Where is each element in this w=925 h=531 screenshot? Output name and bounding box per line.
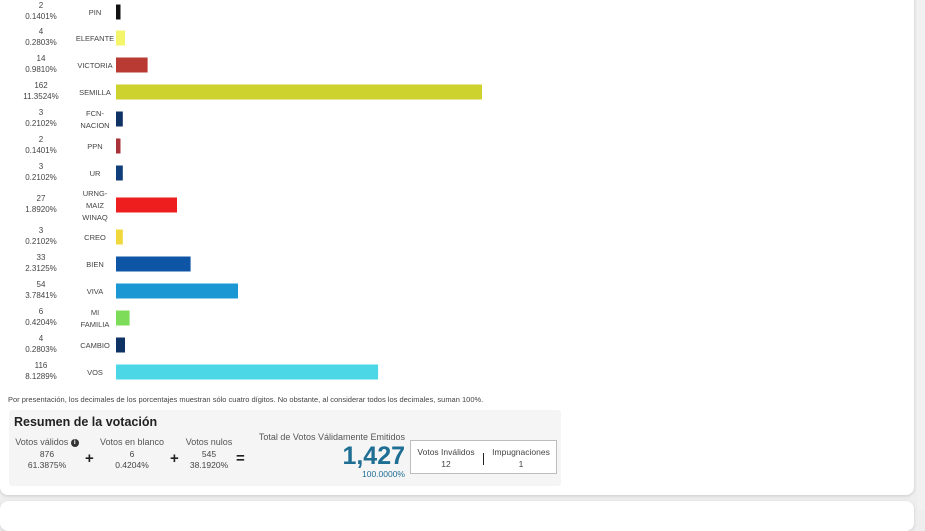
bar-percent-label: 0.2803% bbox=[25, 38, 57, 47]
valid-votes-label: Votos válidos bbox=[15, 437, 69, 447]
bar bbox=[116, 197, 177, 213]
equals-sign: = bbox=[236, 450, 245, 467]
null-votes-value: 545 bbox=[201, 448, 217, 459]
bar bbox=[116, 138, 121, 154]
bar-value-label: 33 bbox=[37, 253, 46, 262]
bar-percent-label: 0.1401% bbox=[25, 146, 57, 155]
category-label: CAMBIO bbox=[80, 341, 110, 350]
bar-percent-label: 0.1401% bbox=[25, 12, 57, 21]
valid-votes-pct: 61.3875% bbox=[27, 460, 67, 470]
bar bbox=[116, 57, 148, 73]
null-votes: Votos nulos 545 38.1920% bbox=[179, 437, 239, 472]
category-label: BIEN bbox=[86, 260, 104, 269]
bar bbox=[116, 283, 238, 299]
bar-value-label: 4 bbox=[39, 27, 44, 36]
challenges: Impugnaciones 1 bbox=[487, 446, 555, 470]
bar-percent-label: 0.4204% bbox=[25, 318, 57, 327]
null-votes-label: Votos nulos bbox=[185, 437, 233, 447]
results-bar-chart: 2 0.1401% PIN 4 0.2803% ELEFANTE 14 0.9810% VICT… bbox=[23, 1, 482, 381]
plus-sign: + bbox=[85, 450, 94, 467]
invalid-votes: Votos Inválidos 12 bbox=[411, 446, 481, 470]
bar bbox=[116, 337, 125, 353]
blank-votes-value: 6 bbox=[129, 448, 135, 459]
valid-votes-value: 876 bbox=[39, 448, 55, 459]
category-label: VICTORIA bbox=[77, 61, 112, 70]
bar-value-label: 116 bbox=[35, 361, 48, 370]
category-label: URNG- bbox=[83, 189, 108, 198]
invalid-votes-value: 12 bbox=[441, 459, 451, 469]
bar-percent-label: 0.2102% bbox=[25, 173, 57, 182]
plus-sign: + bbox=[170, 450, 179, 467]
blank-votes: Votos en blanco 6 0.4204% bbox=[97, 437, 167, 472]
summary-title: Resumen de la votación bbox=[14, 415, 158, 429]
category-label: CREO bbox=[84, 233, 106, 242]
blank-votes-pct: 0.4204% bbox=[115, 460, 149, 470]
category-label: MI bbox=[91, 308, 99, 317]
total-value: 1,427 bbox=[342, 442, 405, 470]
bar bbox=[116, 256, 191, 272]
bar-percent-label: 3.7841% bbox=[25, 291, 57, 300]
bar bbox=[116, 364, 379, 380]
bar-percent-label: 0.2803% bbox=[25, 345, 57, 354]
bar bbox=[116, 4, 121, 20]
footnote: Por presentación, los decimales de los p… bbox=[8, 395, 484, 404]
valid-votes: Votos válidos i 876 61.3875% bbox=[13, 437, 81, 472]
category-label: VOS bbox=[87, 368, 103, 377]
category-label: FCN- bbox=[86, 109, 104, 118]
bar-value-label: 3 bbox=[39, 162, 44, 171]
bar-percent-label: 0.2102% bbox=[25, 237, 57, 246]
category-label: PIN bbox=[89, 8, 102, 17]
bar bbox=[116, 165, 123, 181]
challenges-label: Impugnaciones bbox=[492, 447, 550, 457]
bar-percent-label: 0.2102% bbox=[25, 119, 57, 128]
bar-value-label: 2 bbox=[39, 1, 44, 10]
bar bbox=[116, 111, 123, 127]
category-label: UR bbox=[90, 169, 101, 178]
category-label: NACION bbox=[80, 121, 109, 130]
category-label: SEMILLA bbox=[79, 88, 111, 97]
blank-votes-label: Votos en blanco bbox=[99, 437, 165, 447]
total-label: Total de Votos Válidamente Emitidos bbox=[258, 432, 405, 442]
next-card bbox=[0, 501, 914, 531]
bar-value-label: 4 bbox=[39, 334, 44, 343]
bar bbox=[116, 310, 130, 326]
bar-value-label: 6 bbox=[39, 307, 44, 316]
bar-percent-label: 8.1289% bbox=[25, 372, 57, 381]
bar-percent-label: 1.8920% bbox=[25, 205, 57, 214]
bar-percent-label: 11.3524% bbox=[23, 92, 58, 101]
category-label: FAMILIA bbox=[81, 320, 110, 329]
bar-value-label: 2 bbox=[39, 135, 44, 144]
bar-value-label: 3 bbox=[39, 108, 44, 117]
null-votes-pct: 38.1920% bbox=[189, 460, 229, 470]
scrollbar[interactable] bbox=[917, 0, 925, 510]
bar-value-label: 54 bbox=[37, 280, 46, 289]
category-label: VIVA bbox=[87, 287, 104, 296]
bar bbox=[116, 30, 125, 46]
bar bbox=[116, 84, 482, 100]
category-label: MAIZ bbox=[86, 201, 104, 210]
bar-percent-label: 2.3125% bbox=[25, 264, 57, 273]
challenges-value: 1 bbox=[518, 459, 524, 469]
vote-summary: Resumen de la votación Votos válidos i 8… bbox=[9, 410, 561, 486]
category-label: PPN bbox=[87, 142, 102, 151]
bar-percent-label: 0.9810% bbox=[25, 65, 57, 74]
bar bbox=[116, 229, 123, 245]
bar-value-label: 162 bbox=[34, 81, 48, 90]
total-valid-emitted: Total de Votos Válidamente Emitidos 1,42… bbox=[247, 432, 405, 479]
bar-value-label: 3 bbox=[39, 226, 44, 235]
category-label: WINAQ bbox=[82, 213, 108, 222]
category-label: ELEFANTE bbox=[76, 34, 114, 43]
invalid-votes-label: Votos Inválidos bbox=[417, 447, 475, 457]
bar-value-label: 27 bbox=[37, 194, 46, 203]
total-pct: 100.0000% bbox=[361, 469, 405, 479]
info-icon[interactable]: i bbox=[70, 439, 79, 447]
separator bbox=[483, 453, 484, 465]
invalid-box: Votos Inválidos 12 Impugnaciones 1 bbox=[410, 440, 557, 474]
bar-value-label: 14 bbox=[37, 54, 46, 63]
